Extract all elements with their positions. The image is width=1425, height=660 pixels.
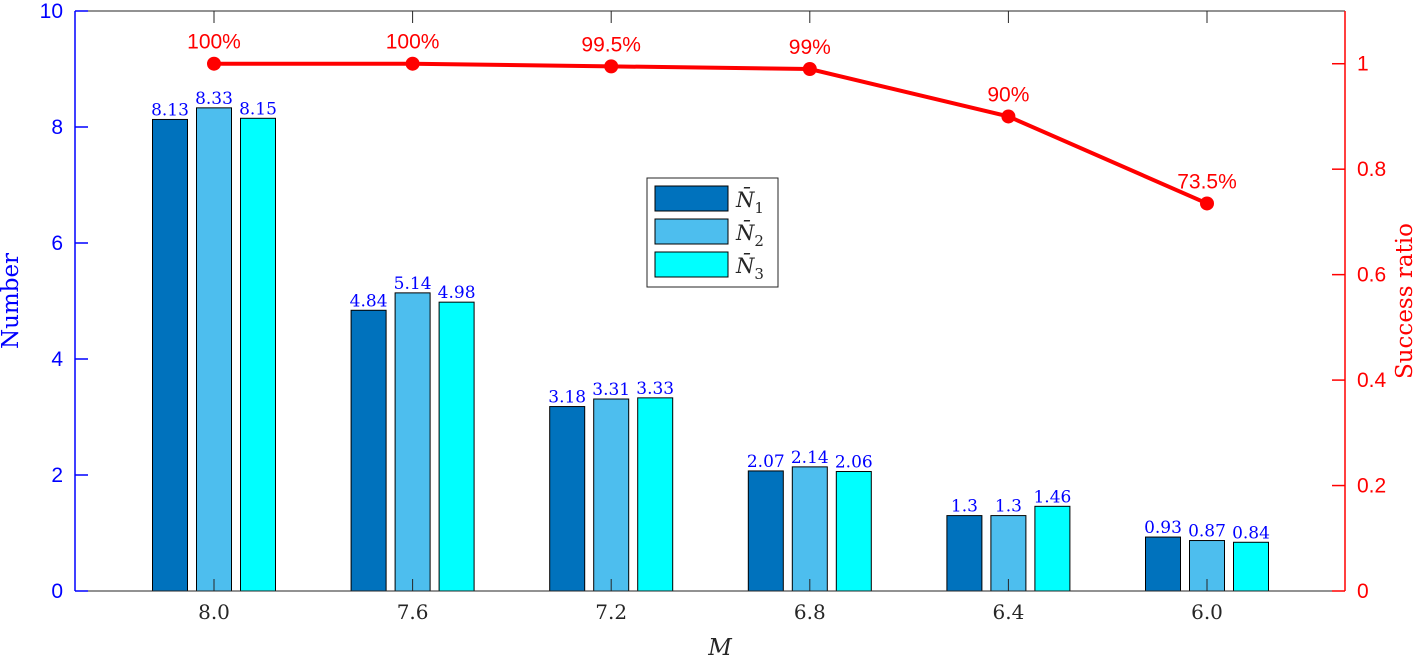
bar-data-label: 1.3 <box>995 497 1022 517</box>
legend-swatch-1 <box>654 185 729 212</box>
x-tick-label: 7.6 <box>397 600 429 624</box>
legend-label-subscript: 1 <box>754 199 764 217</box>
bar-3-7.2 <box>637 397 674 592</box>
bar-data-label: 4.84 <box>350 291 388 311</box>
success-ratio-label: 99.5% <box>581 33 641 56</box>
left-y-tick-label: 8 <box>51 116 63 139</box>
right-y-axis-label: Success ratio <box>1392 223 1418 379</box>
bar-data-label: 5.14 <box>394 274 432 294</box>
success-ratio-marker <box>802 62 817 76</box>
bar-2-6.4 <box>990 515 1027 592</box>
success-ratio-label: 99% <box>789 36 831 59</box>
bar-1-7.2 <box>549 406 586 592</box>
right-y-tick-label: 0.8 <box>1357 158 1386 181</box>
success-ratio-label: 73.5% <box>1177 170 1237 193</box>
bar-2-8.0 <box>196 107 232 592</box>
legend-label-base: N̄ <box>735 220 755 245</box>
legend-label-subscript: 3 <box>754 265 764 283</box>
success-ratio-marker <box>1001 109 1016 124</box>
bar-1-6.4 <box>946 515 983 592</box>
right-y-tick-label: 0.2 <box>1357 475 1386 498</box>
success-ratio-marker <box>207 56 221 71</box>
x-tick-label: 7.2 <box>595 600 627 624</box>
bar-3-6.0 <box>1233 541 1269 592</box>
bar-data-label: 0.87 <box>1188 522 1226 542</box>
x-tick-label: 8.0 <box>198 600 230 624</box>
legend-label-2: N̄2 <box>735 220 764 250</box>
bar-data-label: 2.07 <box>747 452 785 472</box>
bar-data-label: 8.33 <box>195 89 233 109</box>
left-y-tick-label: 6 <box>51 232 63 255</box>
success-ratio-marker <box>1200 196 1214 211</box>
bar-data-label: 2.14 <box>791 448 829 468</box>
left-y-tick-label: 10 <box>40 0 63 23</box>
bar-data-label: 3.18 <box>548 388 586 408</box>
left-y-axis-label: Number <box>0 253 24 349</box>
x-tick-label: 6.8 <box>794 600 826 624</box>
success-ratio-label: 100% <box>187 31 241 54</box>
bar-3-8.0 <box>240 117 276 592</box>
bar-3-6.8 <box>835 471 872 592</box>
right-y-tick-label: 1 <box>1357 53 1369 76</box>
x-tick-label: 6.0 <box>1191 600 1223 624</box>
right-y-tick-label: 0.6 <box>1357 264 1386 287</box>
legend-label-subscript: 2 <box>754 232 764 250</box>
legend-label-3: N̄3 <box>735 253 764 283</box>
success-ratio-label: 100% <box>386 31 440 54</box>
legend-swatch-2 <box>654 218 729 245</box>
success-ratio-label: 90% <box>987 83 1029 106</box>
bar-2-7.6 <box>394 292 431 592</box>
success-ratio-marker <box>604 59 619 74</box>
bar-1-8.0 <box>152 118 188 592</box>
legend-label-base: N̄ <box>735 253 755 278</box>
bar-2-6.8 <box>791 466 828 592</box>
bar-data-label: 1.3 <box>951 497 978 517</box>
left-y-tick-label: 4 <box>51 348 63 371</box>
success-ratio-marker <box>405 56 420 71</box>
bar-data-label: 0.93 <box>1144 518 1182 538</box>
bar-data-label: 4.98 <box>438 283 476 303</box>
bar-3-6.4 <box>1034 505 1071 592</box>
left-y-tick-label: 0 <box>51 580 63 603</box>
bar-data-label: 8.13 <box>151 100 189 120</box>
x-axis-label: M <box>707 635 733 660</box>
x-tick-label: 6.4 <box>992 600 1024 624</box>
legend-label-base: N̄ <box>735 187 755 212</box>
success-ratio-line <box>214 61 1208 206</box>
bar-data-label: 8.15 <box>239 99 277 119</box>
right-y-tick-label: 0.4 <box>1357 369 1387 392</box>
right-y-tick-label: 0 <box>1357 580 1369 603</box>
bar-data-label: 2.06 <box>835 453 873 473</box>
bar-1-6.8 <box>747 470 784 592</box>
bar-1-7.6 <box>350 309 387 592</box>
bar-2-7.2 <box>593 398 630 592</box>
legend-label-1: N̄1 <box>735 187 764 217</box>
bar-data-label: 3.33 <box>636 379 674 399</box>
bar-data-label: 0.84 <box>1232 523 1270 543</box>
left-y-tick-label: 2 <box>51 464 63 487</box>
bar-3-7.6 <box>438 301 475 592</box>
bar-1-6.0 <box>1145 536 1181 592</box>
bar-data-label: 1.46 <box>1033 487 1071 507</box>
bar-data-label: 3.31 <box>592 380 630 400</box>
legend-swatch-3 <box>654 251 729 278</box>
